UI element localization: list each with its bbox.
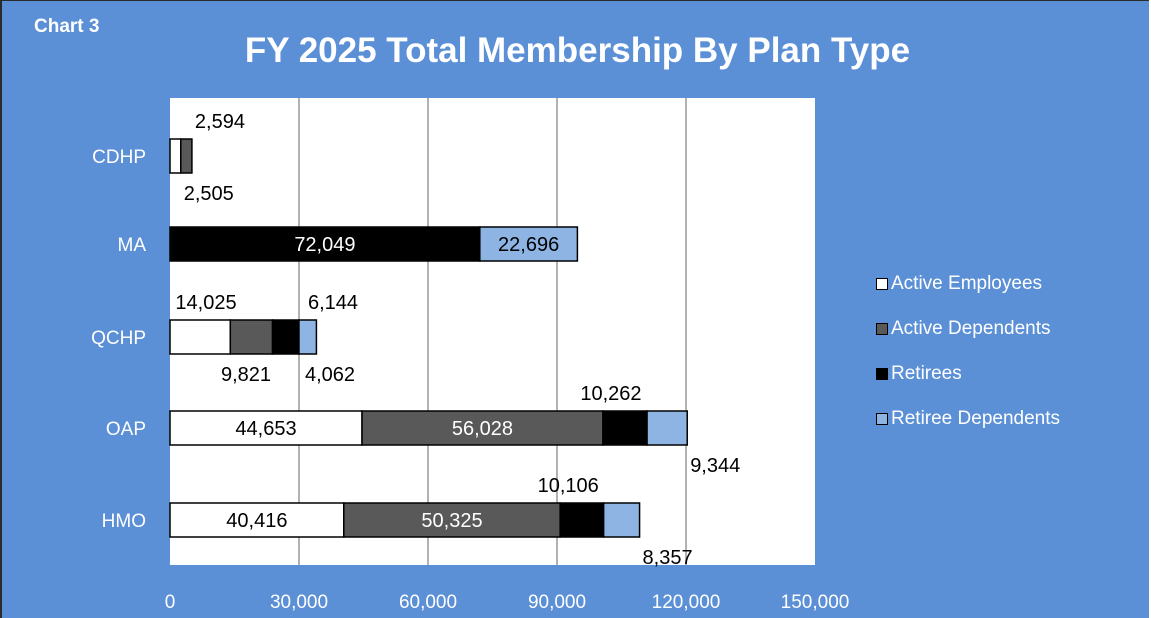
legend-label-retiree-dependents: Retiree Dependents <box>891 407 1060 429</box>
legend-item-retirees: Retirees <box>876 362 1060 385</box>
y-tick-label-hmo: HMO <box>102 511 146 532</box>
x-tick-label: 120,000 <box>652 592 721 613</box>
y-tick-label-oap: OAP <box>106 419 146 440</box>
data-label-oap-retirees: 10,262 <box>580 383 641 405</box>
x-axis-labels: 0 30,000 60,000 90,000 120,000 150,000 <box>165 592 850 613</box>
data-label-oap-active-employees: 44,653 <box>235 418 296 440</box>
x-tick-label: 60,000 <box>399 592 457 613</box>
data-label-qchp-active-employees: 14,025 <box>175 292 236 314</box>
x-tick-label: 0 <box>165 592 176 613</box>
bar-qchp-active-employees <box>169 319 232 355</box>
bar-oap-retiree-dependents <box>646 410 688 446</box>
data-label-oap-retiree-dependents: 9,344 <box>690 455 740 477</box>
x-tick-label: 90,000 <box>528 592 586 613</box>
x-tick-label: 150,000 <box>781 592 850 613</box>
bar-qchp-retirees <box>271 319 300 355</box>
bar-cdhp-active-employees <box>169 138 182 174</box>
y-tick-label-ma: MA <box>118 235 147 256</box>
bar-ma-retirees <box>169 226 481 262</box>
y-axis-labels: CDHP MA QCHP OAP HMO <box>91 147 146 532</box>
data-label-ma-retirees: 72,049 <box>294 234 355 256</box>
bar-ma-retiree-dependents <box>479 226 579 262</box>
bar-hmo-retirees <box>559 502 605 538</box>
legend-swatch-retiree-dependents <box>876 412 888 425</box>
bars <box>169 138 688 538</box>
data-label-oap-active-dependents: 56,028 <box>452 418 513 440</box>
data-labels: 2,594 2,505 72,049 22,696 14,025 6,144 9,821 4,… <box>175 111 740 569</box>
bar-qchp-active-dependents <box>229 319 274 355</box>
legend-label-retirees: Retirees <box>891 362 962 384</box>
legend-label-active-employees: Active Employees <box>891 272 1043 294</box>
legend-swatch-active-employees <box>876 277 888 290</box>
bar-qchp-retiree-dependents <box>298 319 318 355</box>
y-tick-label-cdhp: CDHP <box>92 147 146 168</box>
x-tick-label: 30,000 <box>270 592 328 613</box>
data-label-qchp-retirees: 6,144 <box>308 292 358 314</box>
data-label-hmo-retirees: 10,106 <box>538 475 599 497</box>
legend-swatch-retirees <box>876 367 888 380</box>
data-label-cdhp-active-dependents: 2,594 <box>195 111 245 133</box>
bar-hmo-retiree-dependents <box>602 502 641 538</box>
chart-number-label: Chart 3 <box>34 16 100 37</box>
data-label-ma-retiree-dependents: 22,696 <box>498 234 559 256</box>
data-label-hmo-active-employees: 40,416 <box>226 510 287 532</box>
bar-oap-retirees <box>602 410 648 446</box>
data-label-hmo-active-dependents: 50,325 <box>421 510 482 532</box>
data-label-qchp-retiree-dependents: 4,062 <box>305 364 355 386</box>
data-label-hmo-retiree-dependents: 8,357 <box>643 547 693 569</box>
legend-label-active-dependents: Active Dependents <box>891 317 1051 339</box>
data-label-cdhp-active-employees: 2,505 <box>184 183 234 205</box>
legend-item-retiree-dependents: Retiree Dependents <box>876 407 1060 430</box>
bar-oap-active-dependents <box>361 410 604 446</box>
bar-cdhp-active-dependents <box>180 138 193 174</box>
y-tick-label-qchp: QCHP <box>91 328 146 349</box>
legend-swatch-active-dependents <box>876 322 888 335</box>
chart-title: FY 2025 Total Membership By Plan Type <box>244 31 911 70</box>
data-label-qchp-active-dependents: 9,821 <box>221 364 271 386</box>
legend-item-active-dependents: Active Dependents <box>876 317 1060 340</box>
legend-item-active-employees: Active Employees <box>876 272 1060 295</box>
legend: Active Employees Active Dependents Retir… <box>876 272 1060 452</box>
bar-hmo-active-dependents <box>343 502 561 538</box>
